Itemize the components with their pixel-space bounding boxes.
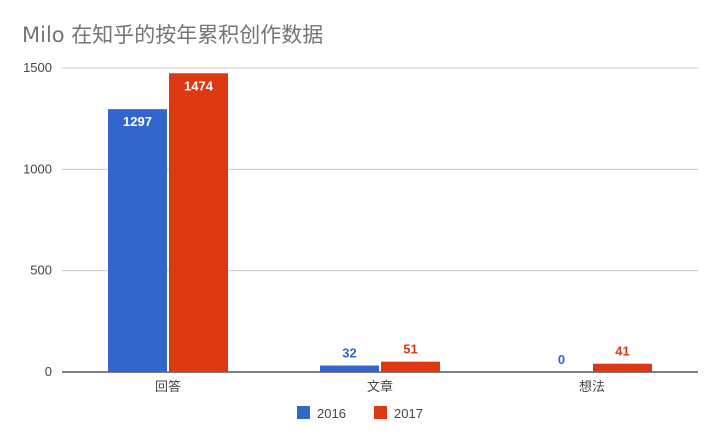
data-label-2017-0: 1474	[184, 78, 214, 93]
legend-swatch-2016	[297, 406, 310, 419]
y-tick-label: 0	[45, 364, 52, 379]
y-axis-ticks: 0 500 1000 1500	[23, 60, 52, 379]
bar-2016-0	[108, 109, 167, 373]
data-label-2017-2: 41	[615, 344, 629, 359]
bar-2017-0	[169, 73, 228, 372]
legend-label: 2017	[394, 406, 423, 421]
chart-title: Milo 在知乎的按年累积创作数据	[22, 23, 323, 47]
legend-swatch-2017	[374, 406, 387, 419]
data-labels: 1297 1474 32 51 0 41	[123, 78, 630, 367]
bar-2017-2	[593, 363, 652, 372]
y-tick-label: 1500	[23, 60, 52, 75]
data-label-2016-1: 32	[342, 346, 356, 361]
data-label-2016-2: 0	[558, 352, 565, 367]
legend: 2016 2017	[297, 406, 423, 421]
x-axis-categories: 回答 文章 想法	[155, 379, 605, 395]
x-category-label: 文章	[367, 379, 393, 395]
bar-2016-1	[320, 365, 379, 372]
x-category-label: 回答	[155, 379, 181, 395]
data-label-2017-1: 51	[403, 342, 417, 357]
y-tick-label: 1000	[23, 161, 52, 176]
bar-2017-1	[381, 361, 440, 372]
data-label-2016-0: 1297	[123, 114, 152, 129]
bars	[108, 73, 652, 373]
gridlines	[62, 67, 698, 373]
x-category-label: 想法	[579, 379, 605, 395]
y-tick-label: 500	[30, 263, 52, 278]
legend-label: 2016	[317, 406, 346, 421]
